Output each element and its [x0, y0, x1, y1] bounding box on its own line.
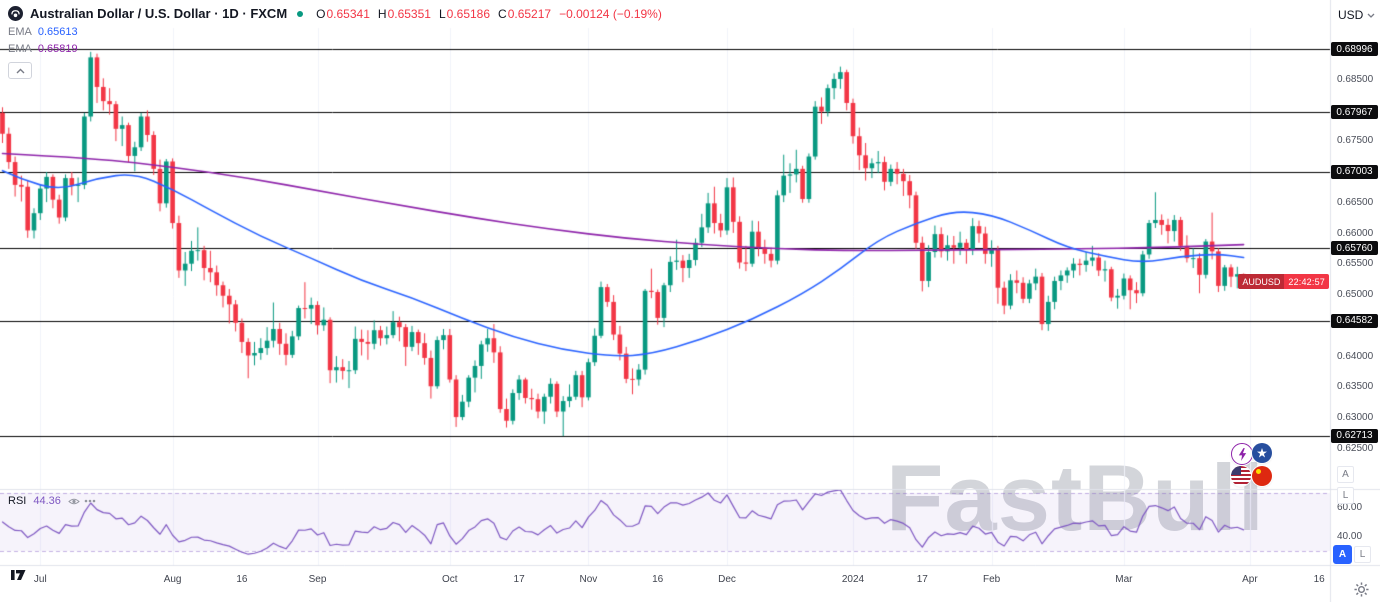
price-tick: 0.67500	[1337, 135, 1374, 147]
ema-fast-value: 0.65613	[37, 26, 78, 38]
price-level-pill: 0.68996	[1331, 42, 1378, 56]
price-tick: 0.64000	[1337, 350, 1374, 362]
time-tick: Apr	[1242, 574, 1258, 585]
symbol-logo-icon	[8, 6, 23, 21]
star-icon	[1257, 448, 1267, 458]
low-value: 0.65186	[446, 6, 491, 21]
us-flag-badge[interactable]	[1231, 466, 1251, 486]
cn-flag-star	[1256, 469, 1261, 474]
auto-scale-button[interactable]: A	[1337, 466, 1354, 483]
more-options-icon[interactable]	[84, 499, 96, 503]
time-tick: 2024	[841, 574, 865, 585]
market-status-dot	[297, 10, 304, 17]
ema-slow-label: EMA	[8, 43, 32, 55]
ema-slow-value: 0.65819	[37, 43, 78, 55]
countdown-pill: AUDUSD 22:42:57	[1238, 274, 1329, 290]
price-tick: 0.66500	[1337, 196, 1374, 208]
currency-label: USD	[1338, 8, 1364, 22]
chevron-up-icon	[16, 68, 24, 73]
symbol-legend-row[interactable]: Australian Dollar / U.S. Dollar · 1D · F…	[8, 6, 662, 21]
settings-gear-icon[interactable]	[1354, 582, 1369, 602]
close-label: C	[498, 6, 507, 21]
price-tick: 0.65000	[1337, 289, 1374, 301]
price-level-pill: 0.64582	[1331, 313, 1378, 328]
countdown-symbol-tag: AUDUSD	[1238, 274, 1285, 290]
log-scale-button[interactable]: L	[1337, 487, 1354, 504]
us-flag-canton	[1231, 466, 1241, 475]
time-tick: Aug	[163, 574, 182, 585]
time-tick: Mar	[1115, 574, 1133, 585]
high-label: H	[377, 6, 387, 21]
price-axis[interactable]: 0.68500 0.67500 0.66500 0.66000 0.65500 0.650…	[1330, 0, 1380, 602]
time-tick: Nov	[579, 574, 598, 585]
price-tick: 0.62500	[1337, 443, 1374, 455]
rsi-auto-scale-button[interactable]: A	[1333, 545, 1352, 564]
flash-news-badge[interactable]	[1231, 443, 1253, 465]
close-value: 0.65217	[507, 6, 552, 21]
currency-dropdown[interactable]: USD	[1338, 8, 1375, 22]
rsi-value: 44.36	[33, 495, 61, 507]
indicator-legend-ema-slow[interactable]: EMA 0.65819	[8, 43, 78, 55]
cn-flag-badge[interactable]	[1252, 466, 1272, 486]
price-tick: 0.68500	[1337, 73, 1374, 85]
price-level-pill: 0.67967	[1331, 105, 1378, 120]
time-tick: Dec	[718, 574, 736, 585]
market-globe-badge[interactable]	[1252, 443, 1272, 463]
rsi-log-scale-button[interactable]: L	[1354, 546, 1371, 563]
chart-legend: Australian Dollar / U.S. Dollar · 1D · F…	[8, 6, 662, 79]
time-tick: Jul	[33, 574, 47, 585]
price-tick: 0.63500	[1337, 381, 1374, 393]
low-label: L	[438, 6, 446, 21]
time-tick: 17	[513, 574, 525, 585]
price-level-pill: 0.62713	[1331, 428, 1378, 443]
ema-fast-label: EMA	[8, 26, 32, 38]
time-tick: 16	[652, 574, 664, 585]
time-tick: Sep	[308, 574, 327, 585]
open-label: O	[316, 6, 326, 21]
price-tick: 0.65500	[1337, 258, 1374, 270]
time-tick: Feb	[982, 574, 1001, 585]
symbol-title: Australian Dollar / U.S. Dollar · 1D · F…	[30, 6, 288, 21]
time-tick: Oct	[442, 574, 458, 585]
time-tick: 16	[236, 574, 248, 585]
time-tick: 16	[1313, 574, 1325, 585]
rsi-tick: 60.00	[1337, 501, 1363, 513]
time-axis[interactable]: Jul Aug 16 Sep Oct 17 Nov 16 Dec 2024 17 Feb Mar Apr 1…	[0, 566, 1380, 602]
price-tick: 0.63000	[1337, 412, 1374, 424]
open-value: 0.65341	[326, 6, 370, 21]
price-level-pill: 0.65760	[1331, 241, 1378, 256]
ohlc-readout: O 0.65341 H 0.65351 L 0.65186 C 0.65217 −0.0…	[316, 7, 662, 21]
chevron-down-icon	[1367, 13, 1375, 18]
rsi-label: RSI	[8, 495, 27, 507]
countdown-timer: 22:42:57	[1288, 276, 1325, 287]
rsi-tick: 40.00	[1337, 530, 1363, 542]
tradingview-logo[interactable]	[10, 567, 32, 586]
price-tick: 0.66000	[1337, 227, 1374, 239]
eye-icon[interactable]	[68, 497, 80, 506]
change-value: −0.00124 (−0.19%)	[559, 6, 662, 21]
high-value: 0.65351	[387, 6, 431, 21]
indicator-legend-ema-fast[interactable]: EMA 0.65613	[8, 26, 78, 38]
time-tick: 17	[916, 574, 928, 585]
rsi-legend[interactable]: RSI 44.36	[8, 495, 96, 507]
legend-collapse-button[interactable]	[8, 62, 32, 79]
lightning-icon	[1238, 447, 1246, 461]
price-level-pill: 0.67003	[1331, 164, 1378, 179]
